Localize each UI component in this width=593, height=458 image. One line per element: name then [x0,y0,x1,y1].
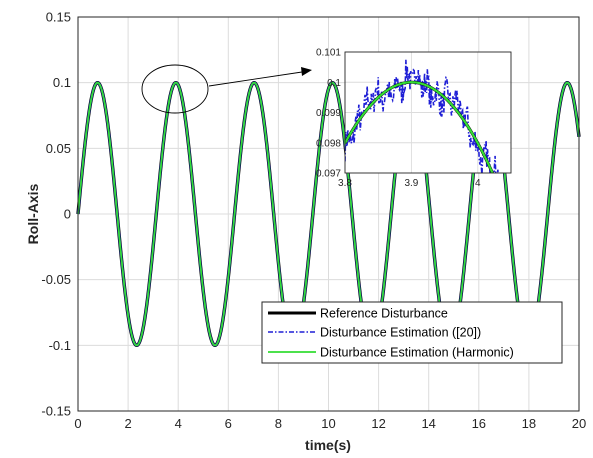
inset-y-tick-label: 0.1 [327,78,341,89]
inset-x-tick-label: 4 [475,178,481,189]
legend-entry-reference: Reference Disturbance [320,307,448,321]
x-tick-label: 10 [321,416,335,431]
inset-y-tick-label: 0.098 [316,138,341,149]
x-tick-label: 4 [175,416,182,431]
inset-x-tick-labels: 3.8 3.9 4 [338,178,481,189]
inset-x-tick-label: 3.8 [338,178,352,189]
y-tick-label: -0.05 [41,272,71,287]
inset-x-tick-label: 3.9 [404,178,418,189]
x-tick-label: 8 [275,416,282,431]
legend-entry-estimation-20: Disturbance Estimation ([20]) [320,326,481,340]
x-tick-label: 12 [371,416,385,431]
x-tick-label: 20 [572,416,586,431]
inset-y-tick-label: 0.101 [316,48,341,59]
x-tick-label: 18 [522,416,536,431]
x-tick-label: 16 [472,416,486,431]
zoom-ellipse [141,64,209,114]
x-tick-label: 14 [421,416,435,431]
x-tick-label: 0 [74,416,81,431]
zoom-arrowhead [301,67,312,76]
y-axis-label: Roll-Axis [25,183,41,244]
plot-frame [77,16,580,412]
y-tick-label: 0.05 [46,141,71,156]
y-tick-label: 0.1 [53,75,71,90]
y-tick-labels: -0.15 -0.1 -0.05 0 0.05 0.1 0.15 [41,10,71,419]
x-tick-label: 6 [225,416,232,431]
y-tick-label: -0.15 [41,404,71,419]
y-tick-label: -0.1 [49,338,71,353]
inset-series-lines [345,59,499,173]
inset-y-tick-label: 0.097 [316,169,341,180]
y-tick-label: 0 [64,207,71,222]
x-tick-labels: 0 2 4 6 8 10 12 14 16 18 20 [74,416,586,431]
zoom-arrow-line [208,71,303,87]
inset-frame [344,51,512,174]
x-tick-label: 2 [124,416,131,431]
inset-series-estimation-20-line [345,59,499,173]
y-tick-label: 0.15 [46,10,71,25]
legend: Reference Disturbance Disturbance Estima… [261,301,563,364]
inset-series-harmonic-line [345,81,494,173]
legend-entry-harmonic: Disturbance Estimation (Harmonic) [320,346,514,360]
inset-y-tick-labels: 0.097 0.098 0.099 0.1 0.101 [316,48,341,180]
x-axis-label: time(s) [305,437,351,453]
inset-y-tick-label: 0.099 [316,108,341,119]
